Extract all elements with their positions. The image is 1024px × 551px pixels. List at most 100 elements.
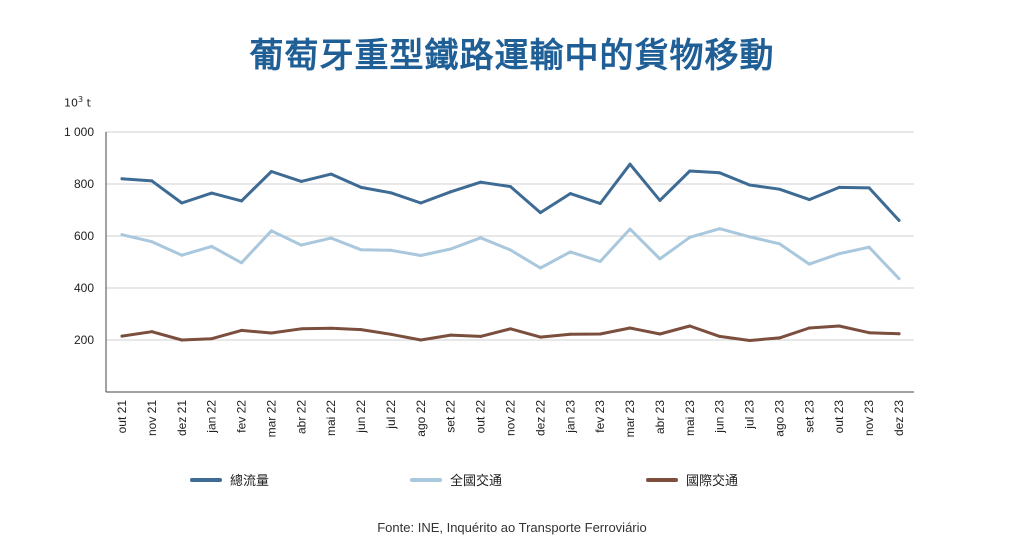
y-tick-label: 1 000 xyxy=(64,125,94,139)
data-point xyxy=(329,326,333,330)
data-point xyxy=(837,185,841,189)
data-point xyxy=(748,235,752,239)
data-point xyxy=(419,338,423,342)
data-point xyxy=(389,332,393,336)
data-point xyxy=(897,332,901,336)
data-point xyxy=(509,248,512,252)
data-point xyxy=(837,252,841,256)
data-point xyxy=(269,331,273,335)
x-tick-label: out 23 xyxy=(832,400,846,434)
data-point xyxy=(329,172,333,176)
x-tick-label: jun 22 xyxy=(354,400,368,434)
legend-item-national: 全國交通 xyxy=(410,470,502,489)
data-point xyxy=(150,179,154,183)
data-point xyxy=(897,277,901,281)
data-point xyxy=(479,334,483,338)
x-tick-label: nov 21 xyxy=(145,400,159,436)
data-point xyxy=(449,247,453,251)
data-point xyxy=(299,327,303,331)
data-point xyxy=(479,236,483,240)
data-point xyxy=(628,326,632,330)
data-point xyxy=(240,261,244,265)
data-point xyxy=(777,242,781,246)
data-point xyxy=(688,235,692,239)
data-point xyxy=(120,334,124,338)
data-point xyxy=(269,229,273,233)
data-point xyxy=(538,211,542,215)
data-point xyxy=(807,326,811,330)
x-tick-label: set 23 xyxy=(802,400,816,433)
data-point xyxy=(807,198,811,202)
x-tick-label: jul 22 xyxy=(384,400,398,430)
data-point xyxy=(210,191,214,195)
data-point xyxy=(509,185,512,189)
x-tick-label: jan 22 xyxy=(205,400,219,434)
legend-item-international: 國際交通 xyxy=(646,470,738,489)
data-point xyxy=(748,339,752,343)
data-point xyxy=(837,324,841,328)
data-point xyxy=(777,336,781,340)
data-point xyxy=(240,328,244,332)
y-tick-label: 600 xyxy=(74,229,94,243)
data-point xyxy=(389,191,393,195)
data-point xyxy=(449,190,453,194)
legend-swatch-international xyxy=(646,477,678,482)
x-tick-label: nov 22 xyxy=(504,400,518,436)
data-point xyxy=(449,333,453,337)
y-axis-unit: 103 t xyxy=(64,95,91,110)
data-point xyxy=(598,259,602,263)
data-point xyxy=(210,244,214,248)
data-point xyxy=(359,248,363,252)
x-tick-label: dez 23 xyxy=(892,400,906,436)
y-tick-label: 400 xyxy=(74,281,94,295)
x-tick-label: jun 23 xyxy=(713,400,727,434)
data-point xyxy=(867,331,871,335)
data-point xyxy=(718,227,722,231)
data-point xyxy=(867,245,871,249)
x-tick-label: fev 22 xyxy=(235,400,249,433)
data-point xyxy=(777,187,781,191)
x-tick-label: dez 21 xyxy=(175,400,189,436)
data-point xyxy=(718,171,722,175)
source-note: Fonte: INE, Inquérito ao Transporte Ferr… xyxy=(377,520,647,535)
data-point xyxy=(180,338,184,342)
x-tick-label: out 22 xyxy=(474,400,488,434)
data-point xyxy=(598,332,602,336)
y-tick-label: 200 xyxy=(74,333,94,347)
data-point xyxy=(807,262,811,266)
x-tick-label: mai 22 xyxy=(324,400,338,436)
x-tick-label: abr 22 xyxy=(294,400,308,434)
y-tick-label: 800 xyxy=(74,177,94,191)
data-point xyxy=(120,177,124,181)
data-point xyxy=(150,330,154,334)
x-tick-label: ago 22 xyxy=(414,400,428,437)
data-point xyxy=(568,332,572,336)
data-point xyxy=(568,192,572,196)
data-point xyxy=(419,254,423,257)
x-tick-label: jan 23 xyxy=(563,400,577,434)
x-tick-label: abr 23 xyxy=(653,400,667,434)
data-point xyxy=(658,198,662,202)
x-tick-label: mai 23 xyxy=(683,400,697,436)
data-point xyxy=(628,162,632,166)
data-point xyxy=(568,250,572,254)
data-point xyxy=(269,170,273,174)
data-point xyxy=(658,257,662,261)
x-tick-label: ago 23 xyxy=(772,400,786,437)
x-tick-label: out 21 xyxy=(115,400,129,434)
data-point xyxy=(867,186,871,190)
data-point xyxy=(479,180,483,184)
legend-swatch-national xyxy=(410,477,442,482)
data-point xyxy=(718,334,722,338)
series-line-0 xyxy=(120,162,901,222)
data-point xyxy=(688,169,692,173)
x-tick-label: dez 22 xyxy=(533,400,547,436)
legend-swatch-total xyxy=(190,477,222,482)
x-tick-label: nov 23 xyxy=(862,400,876,436)
data-point xyxy=(150,240,154,244)
data-point xyxy=(180,201,184,205)
data-point xyxy=(120,233,124,237)
x-tick-label: fev 23 xyxy=(593,400,607,433)
data-point xyxy=(598,202,602,205)
x-tick-label: mar 23 xyxy=(623,400,637,438)
